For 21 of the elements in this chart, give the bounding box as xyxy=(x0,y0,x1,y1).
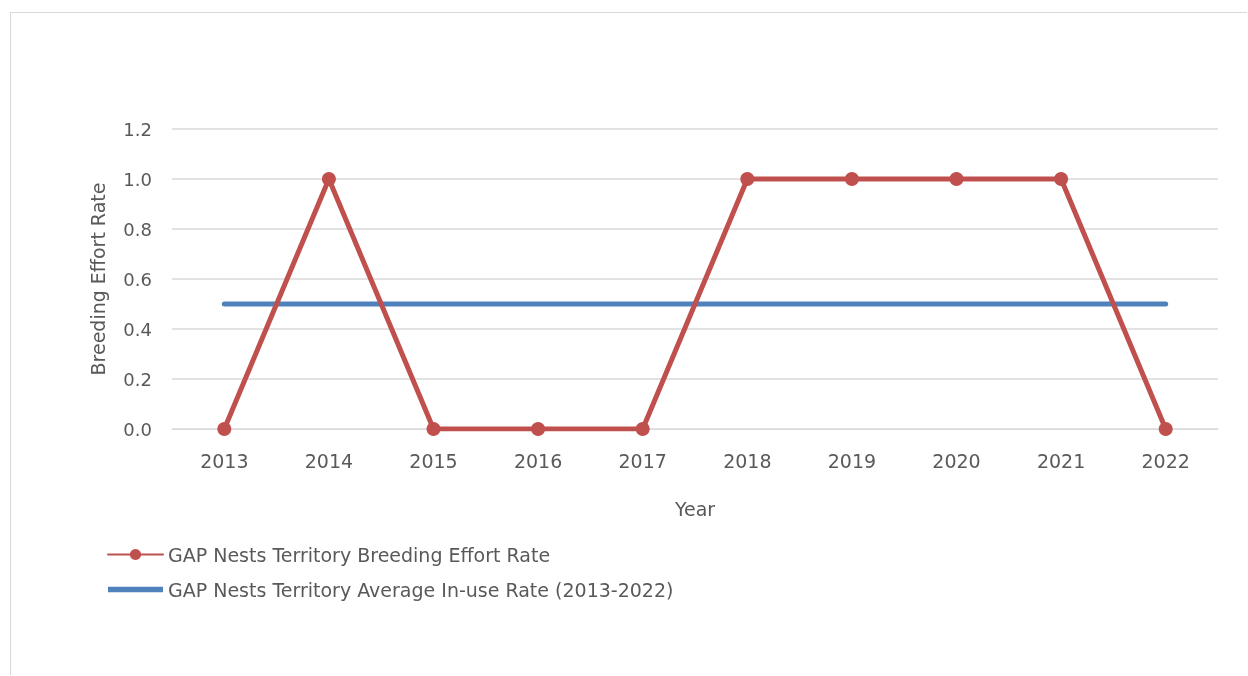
x-tick-label: 2014 xyxy=(304,449,354,472)
y-axis-title: Breeding Effort Rate xyxy=(86,182,109,376)
y-tick-label: 0.2 xyxy=(123,368,152,390)
x-tick-label: 2013 xyxy=(200,449,249,472)
y-tick-label: 1.2 xyxy=(123,118,152,140)
x-tick-label: 2020 xyxy=(932,449,981,472)
legend-label: GAP Nests Territory Average In-use Rate (2013-2022) xyxy=(168,578,674,601)
y-tick-label: 0.0 xyxy=(123,418,152,440)
y-tick-label: 0.8 xyxy=(123,218,152,240)
y-tick-label: 0.4 xyxy=(123,318,152,340)
y-tick-label: 1.0 xyxy=(123,168,152,190)
x-axis-title: Year xyxy=(673,497,716,520)
x-tick-label: 2022 xyxy=(1141,449,1190,472)
x-tick-label: 2021 xyxy=(1036,449,1086,472)
x-tick-label: 2018 xyxy=(723,449,772,472)
x-tick-label: 2017 xyxy=(618,449,667,472)
x-tick-label: 2019 xyxy=(827,449,877,472)
y-tick-label: 0.6 xyxy=(123,268,152,290)
legend-label: GAP Nests Territory Breeding Effort Rate xyxy=(168,543,551,566)
x-tick-label: 2016 xyxy=(513,449,563,472)
x-tick-label: 2015 xyxy=(409,449,458,472)
